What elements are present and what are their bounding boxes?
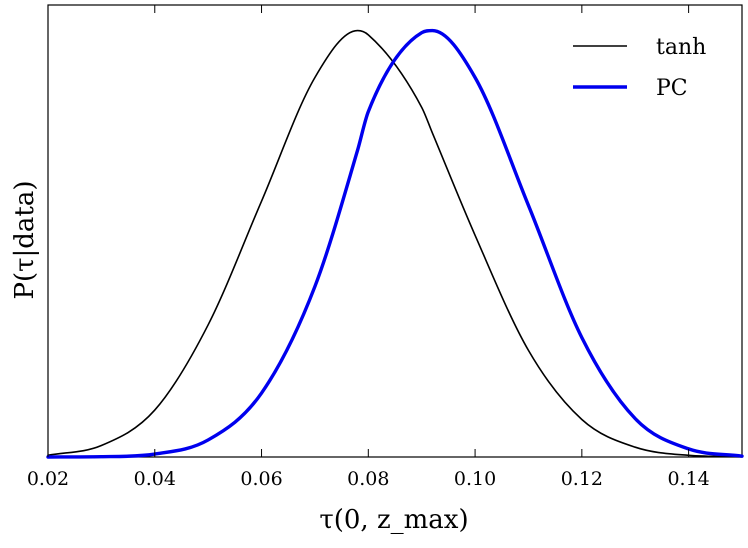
x-axis-title: τ(0, z_max) [319, 505, 468, 535]
x-tick-label: 0.02 [27, 468, 69, 490]
x-tick-label: 0.08 [347, 468, 389, 490]
x-axis-ticks: 0.02 0.04 0.06 0.08 0.10 0.12 0.14 [27, 5, 710, 490]
plot-area [47, 4, 743, 458]
x-tick-label: 0.12 [561, 468, 603, 490]
y-axis-title: P(τ|data) [10, 180, 40, 299]
x-tick-label: 0.06 [240, 468, 282, 490]
x-tick-label: 0.10 [454, 468, 496, 490]
series-line-tanh [47, 29, 743, 458]
x-tick-label: 0.14 [667, 468, 709, 490]
series-lines [46, 28, 744, 459]
series-line-pc [46, 28, 744, 459]
x-tick-label: 0.04 [134, 468, 176, 490]
legend-label-tanh: tanh [656, 35, 706, 60]
plot-frame [47, 4, 743, 458]
legend: tanh PC [573, 35, 706, 101]
legend-label-pc: PC [656, 76, 688, 101]
